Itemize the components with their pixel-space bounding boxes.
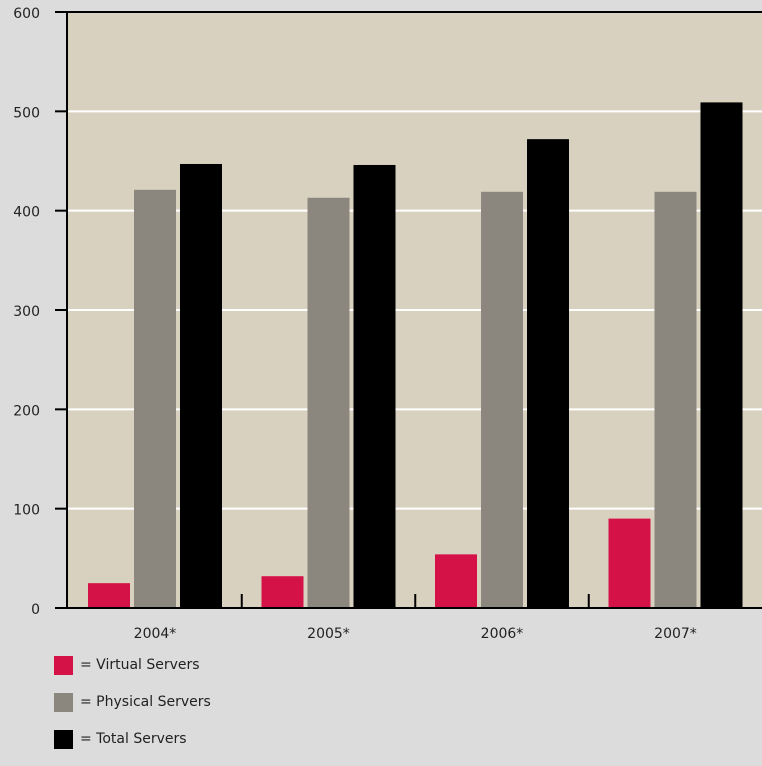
y-tick-label: 200 bbox=[13, 403, 40, 419]
y-tick-labels: 0 100 200 300 400 500 600 bbox=[13, 6, 40, 618]
bar-physical-1 bbox=[307, 197, 350, 608]
x-tick-label: 2006* bbox=[481, 626, 524, 642]
x-tick-label: 2004* bbox=[134, 626, 177, 642]
bar-total-3 bbox=[700, 102, 743, 608]
y-tick-label: 100 bbox=[13, 503, 40, 519]
x-tick-labels: 2004* 2005* 2006* 2007* bbox=[134, 626, 697, 642]
legend-label-physical: = Physical Servers bbox=[80, 694, 211, 710]
bars bbox=[88, 102, 743, 609]
y-tick-label: 500 bbox=[13, 105, 40, 121]
legend-item-virtual: = Virtual Servers bbox=[54, 655, 211, 675]
bar-total-2 bbox=[527, 139, 569, 608]
x-tick-label: 2005* bbox=[307, 626, 350, 642]
legend-swatch-physical bbox=[54, 692, 73, 712]
legend-swatch-virtual bbox=[54, 655, 73, 675]
legend-label-virtual: = Virtual Servers bbox=[80, 657, 200, 673]
bar-physical-3 bbox=[654, 191, 697, 608]
bar-total-1 bbox=[353, 164, 396, 608]
bar-virtual-2 bbox=[435, 554, 477, 608]
axes bbox=[55, 11, 762, 609]
bar-physical-0 bbox=[134, 189, 176, 608]
legend-item-total: = Total Servers bbox=[54, 729, 211, 749]
y-tick-label: 600 bbox=[13, 6, 40, 22]
legend-swatch-total bbox=[54, 729, 73, 749]
legend: = Virtual Servers = Physical Servers = T… bbox=[54, 655, 211, 766]
legend-label-total: = Total Servers bbox=[80, 731, 187, 747]
legend-item-physical: = Physical Servers bbox=[54, 692, 211, 712]
y-tick-label: 300 bbox=[13, 304, 40, 320]
x-tick-label: 2007* bbox=[654, 626, 697, 642]
y-tick-label: 0 bbox=[31, 602, 40, 618]
y-tick-label: 400 bbox=[13, 205, 40, 221]
bar-total-0 bbox=[180, 163, 222, 609]
bar-physical-2 bbox=[481, 191, 523, 608]
bar-virtual-0 bbox=[88, 583, 130, 608]
bar-virtual-3 bbox=[608, 518, 651, 608]
bar-virtual-1 bbox=[261, 576, 304, 608]
